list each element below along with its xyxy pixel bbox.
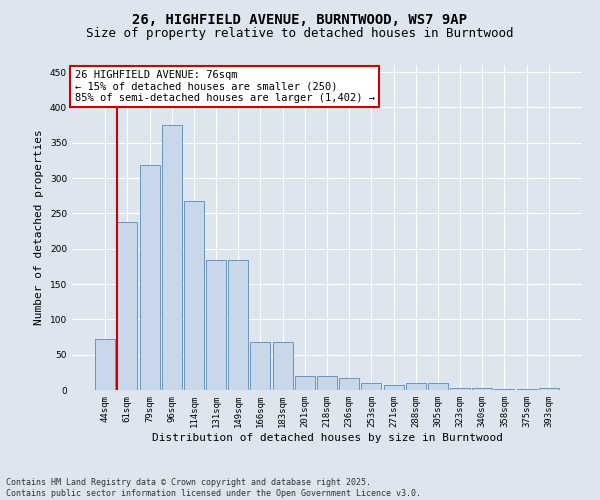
Bar (140, 166, 160, 390)
Bar (361, 383, 382, 390)
Bar (472, 388, 492, 390)
Bar (228, 260, 248, 390)
Bar (184, 200, 204, 390)
Bar (339, 378, 359, 390)
Bar (428, 383, 448, 390)
Bar (517, 388, 536, 390)
Bar (494, 388, 514, 390)
Text: Size of property relative to detached houses in Burntwood: Size of property relative to detached ho… (86, 28, 514, 40)
Bar (317, 376, 337, 390)
Bar (162, 125, 182, 390)
Bar (539, 388, 559, 390)
Bar (118, 222, 137, 390)
X-axis label: Distribution of detached houses by size in Burntwood: Distribution of detached houses by size … (151, 432, 503, 442)
Text: Contains HM Land Registry data © Crown copyright and database right 2025.
Contai: Contains HM Land Registry data © Crown c… (6, 478, 421, 498)
Text: 26, HIGHFIELD AVENUE, BURNTWOOD, WS7 9AP: 26, HIGHFIELD AVENUE, BURNTWOOD, WS7 9AP (133, 12, 467, 26)
Bar (206, 260, 226, 390)
Bar (406, 383, 426, 390)
Bar (450, 388, 470, 390)
Bar (95, 339, 115, 390)
Bar (383, 385, 404, 390)
Y-axis label: Number of detached properties: Number of detached properties (34, 130, 44, 326)
Bar (295, 376, 315, 390)
Text: 26 HIGHFIELD AVENUE: 76sqm
← 15% of detached houses are smaller (250)
85% of sem: 26 HIGHFIELD AVENUE: 76sqm ← 15% of deta… (74, 70, 374, 103)
Bar (250, 342, 271, 390)
Bar (272, 342, 293, 390)
